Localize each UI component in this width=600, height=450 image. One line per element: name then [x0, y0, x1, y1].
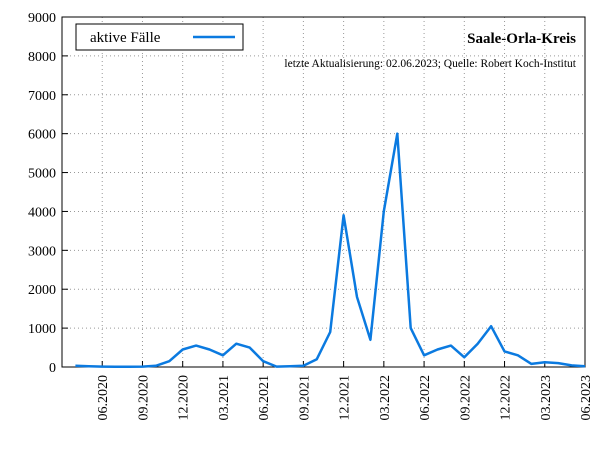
x-tick-label: 06.2020	[96, 375, 111, 421]
y-tick-label: 2000	[28, 283, 56, 298]
y-tick-label: 6000	[28, 128, 56, 143]
x-tick-label: 06.2021	[257, 375, 272, 421]
x-tick-label: 12.2022	[499, 375, 514, 421]
x-tick-label: 12.2020	[177, 375, 192, 421]
y-tick-label: 4000	[28, 205, 56, 220]
y-tick-label: 7000	[28, 89, 56, 104]
y-tick-label: 3000	[28, 244, 56, 259]
x-tick-label: 03.2021	[217, 375, 232, 421]
x-tick-label: 09.2021	[297, 375, 312, 421]
legend-label: aktive Fälle	[90, 30, 161, 46]
x-tick-label: 03.2022	[378, 375, 393, 421]
x-tick-label: 09.2022	[458, 375, 473, 421]
y-tick-label: 0	[49, 361, 56, 376]
x-tick-label: 09.2020	[136, 375, 151, 421]
chart-subtitle: letzte Aktualisierung: 02.06.2023; Quell…	[284, 58, 576, 70]
y-tick-label: 1000	[28, 322, 56, 337]
y-tick-label: 9000	[28, 11, 56, 26]
x-tick-label: 12.2021	[338, 375, 353, 421]
x-tick-label: 06.2022	[418, 375, 433, 421]
data-line	[75, 132, 586, 369]
plot-frame	[61, 16, 586, 368]
chart-title: Saale-Orla-Kreis	[467, 31, 576, 47]
x-tick-label: 06.2023	[579, 375, 594, 421]
x-tick-label: 03.2023	[539, 375, 554, 421]
y-tick-label: 8000	[28, 50, 56, 65]
y-tick-label: 5000	[28, 167, 56, 182]
